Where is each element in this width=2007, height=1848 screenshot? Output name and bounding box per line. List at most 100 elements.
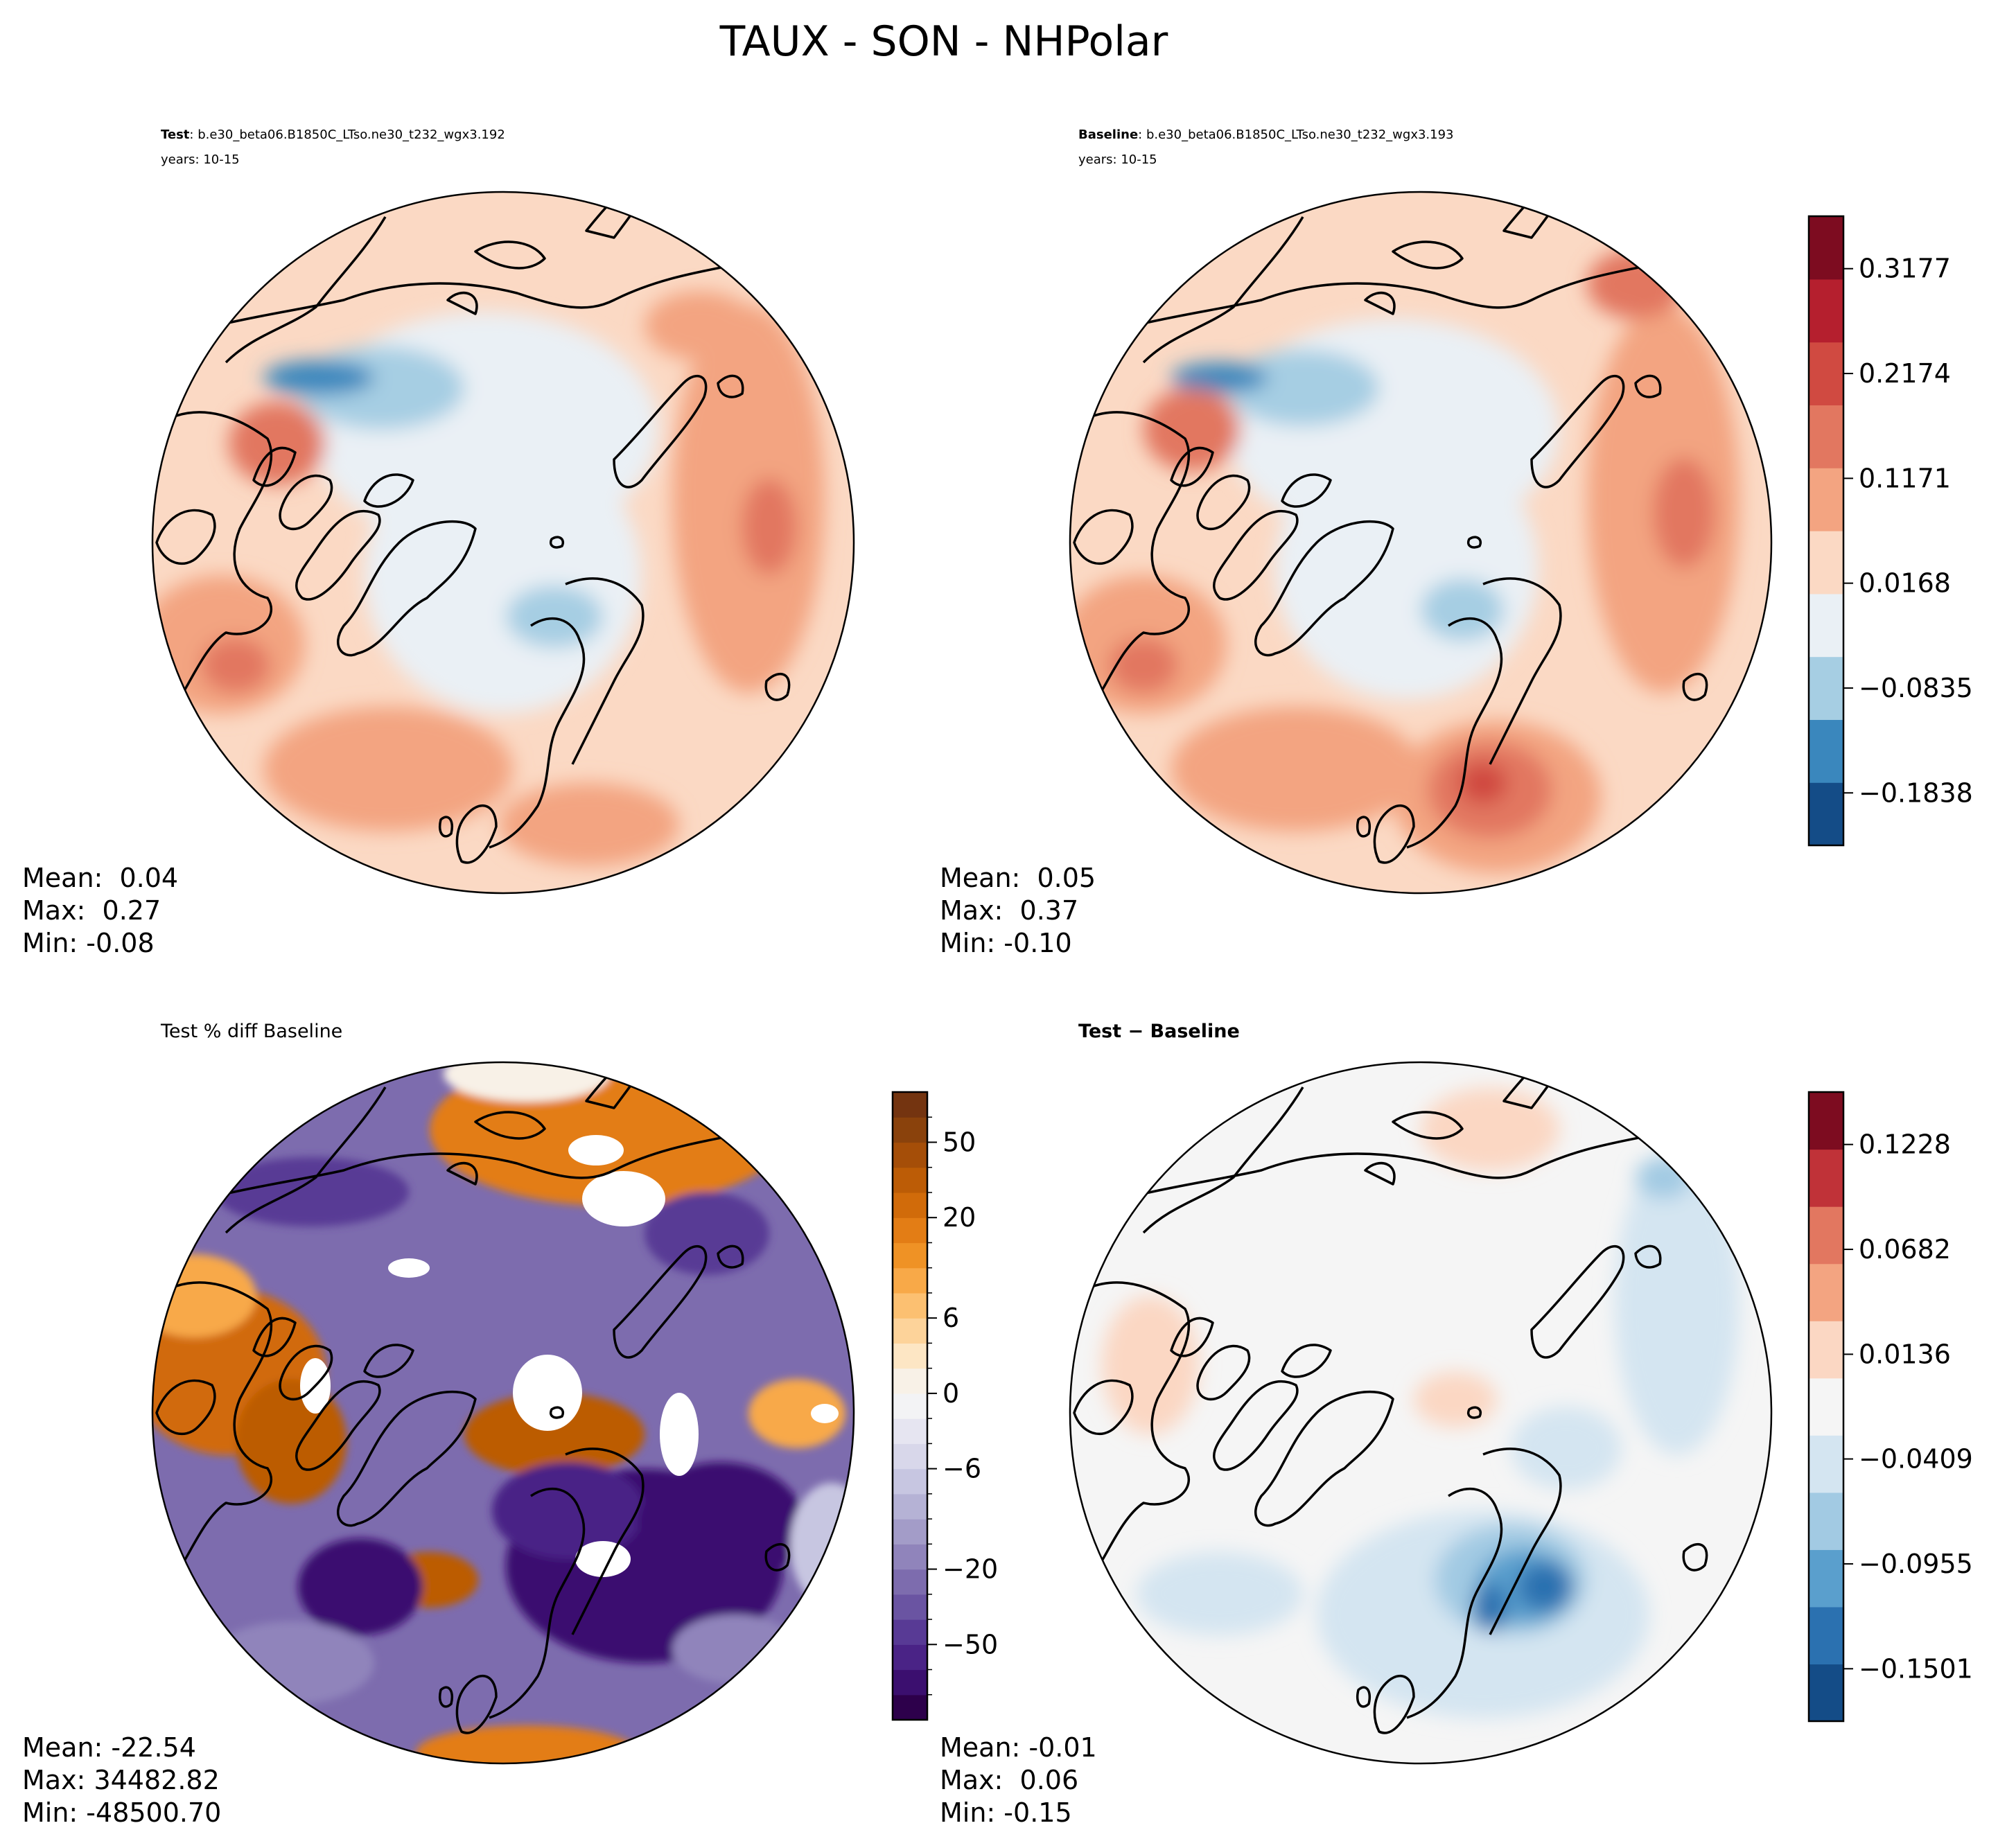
colorbar-diff: −0.1501 −0.0955 −0.0409 0.0136 0.0682 0.1228 bbox=[1807, 1091, 1973, 1723]
colorbar-tick-label: −0.0409 bbox=[1859, 1444, 1973, 1475]
colorbar-segment bbox=[1809, 1206, 1843, 1265]
test-subtitle-rest: : b.e30_beta06.B1850C_LTso.ne30_t232_wgx… bbox=[189, 127, 505, 142]
colorbar-segment bbox=[893, 1192, 927, 1218]
test-map bbox=[152, 192, 854, 893]
colorbar-segment bbox=[893, 1468, 927, 1495]
test-subtitle: Test: b.e30_beta06.B1850C_LTso.ne30_t232… bbox=[161, 127, 505, 142]
baseline-mean: Mean: 0.05 bbox=[940, 863, 1096, 893]
colorbar-segment bbox=[893, 1544, 927, 1570]
colorbar-segment bbox=[1809, 1664, 1843, 1722]
colorbar-segment bbox=[1809, 468, 1843, 531]
colorbar-segment bbox=[1809, 1149, 1843, 1207]
colorbar-segment bbox=[893, 1092, 927, 1118]
colorbar-segment bbox=[893, 1418, 927, 1444]
colorbar-segment bbox=[1809, 719, 1843, 783]
colorbar-segment bbox=[893, 1694, 927, 1721]
colorbar-tick-label: −6 bbox=[943, 1454, 981, 1484]
baseline-max: Max: 0.37 bbox=[940, 895, 1078, 926]
colorbar-segment bbox=[893, 1393, 927, 1419]
colorbar-segment bbox=[1809, 216, 1843, 280]
diff-min: Min: -0.15 bbox=[940, 1797, 1072, 1828]
colorbar-segment bbox=[893, 1569, 927, 1595]
colorbar-segment bbox=[1809, 1321, 1843, 1379]
baseline-min: Min: -0.10 bbox=[940, 928, 1072, 958]
colorbar-segment bbox=[1809, 1549, 1843, 1608]
panel-pct-diff: Test % diff Baseline bbox=[22, 1021, 855, 1828]
colorbar-segment bbox=[893, 1117, 927, 1143]
colorbar-tick-label: −50 bbox=[943, 1629, 998, 1660]
colorbar-segment bbox=[893, 1242, 927, 1269]
diff-map bbox=[1070, 1062, 1771, 1763]
diff-title: Test − Baseline bbox=[1078, 1021, 1240, 1042]
panel-baseline: Baseline: b.e30_beta06.B1850C_LTso.ne30_… bbox=[940, 127, 1773, 958]
pct-diff-map bbox=[152, 1062, 854, 1763]
baseline-subtitle-rest: : b.e30_beta06.B1850C_LTso.ne30_t232_wgx… bbox=[1138, 127, 1453, 142]
colorbar-tick-label: 50 bbox=[943, 1127, 976, 1157]
colorbar-segment bbox=[1809, 782, 1843, 846]
colorbar-segment bbox=[1809, 405, 1843, 468]
colorbar-frame bbox=[891, 1091, 929, 1721]
colorbar-tick-label: 6 bbox=[943, 1303, 959, 1333]
colorbar-segment bbox=[1809, 279, 1843, 343]
colorbar-segment bbox=[1809, 531, 1843, 595]
colorbar-tick-label: 0.0168 bbox=[1859, 568, 1951, 599]
colorbar-segment bbox=[893, 1644, 927, 1671]
colorbar-tick-label: 0.1228 bbox=[1859, 1129, 1951, 1160]
colorbar-frame bbox=[1807, 1091, 1845, 1723]
colorbar-frame bbox=[1807, 215, 1845, 847]
colorbar-segment bbox=[1809, 593, 1843, 658]
test-max: Max: 0.27 bbox=[22, 895, 161, 926]
colorbar-tick-label: 0 bbox=[943, 1378, 959, 1409]
colorbar-pct: −50 −20 −6 0 6 20 50 bbox=[891, 1091, 998, 1721]
colorbar-segment bbox=[1809, 656, 1843, 720]
colorbar-segment bbox=[893, 1443, 927, 1470]
baseline-subtitle-bold: Baseline bbox=[1078, 127, 1138, 142]
figure-title: TAUX - SON - NHPolar bbox=[719, 17, 1168, 66]
colorbar-segment bbox=[1809, 1435, 1843, 1493]
colorbar-tick-label: 0.0136 bbox=[1859, 1339, 1951, 1369]
test-min: Min: -0.08 bbox=[22, 928, 155, 958]
baseline-map bbox=[1070, 192, 1771, 893]
pct-diff-min: Min: -48500.70 bbox=[22, 1797, 221, 1828]
pct-diff-max: Max: 34482.82 bbox=[22, 1765, 220, 1795]
test-mean: Mean: 0.04 bbox=[22, 863, 178, 893]
colorbar-tick-label: 0.3177 bbox=[1859, 254, 1951, 284]
colorbar-segment bbox=[893, 1669, 927, 1696]
colorbar-segment bbox=[893, 1368, 927, 1394]
colorbar-segment bbox=[1809, 1263, 1843, 1321]
colorbar-segment bbox=[893, 1267, 927, 1294]
colorbar-segment bbox=[893, 1519, 927, 1545]
panel-test: Test: b.e30_beta06.B1850C_LTso.ne30_t232… bbox=[22, 127, 855, 958]
colorbar-tick-label: −0.1501 bbox=[1859, 1653, 1973, 1684]
colorbar-tick-label: −0.0835 bbox=[1859, 673, 1973, 703]
diff-mean: Mean: -0.01 bbox=[940, 1732, 1097, 1763]
colorbar-segment bbox=[893, 1217, 927, 1244]
colorbar-segment bbox=[893, 1343, 927, 1369]
test-subtitle-bold: Test bbox=[161, 127, 190, 142]
colorbar-tick-label: 0.2174 bbox=[1859, 358, 1951, 389]
colorbar-tick-label: 20 bbox=[943, 1202, 976, 1233]
baseline-years: years: 10-15 bbox=[1078, 152, 1157, 167]
colorbar-segment bbox=[893, 1142, 927, 1168]
colorbar-segment bbox=[1809, 342, 1843, 405]
colorbar-segment bbox=[893, 1594, 927, 1620]
colorbar-tick-label: 0.1171 bbox=[1859, 463, 1951, 493]
test-years: years: 10-15 bbox=[161, 152, 240, 167]
colorbar-tick-label: −0.1838 bbox=[1859, 777, 1973, 808]
colorbar-tick-label: −20 bbox=[943, 1554, 998, 1585]
diff-max: Max: 0.06 bbox=[940, 1765, 1078, 1795]
colorbar-tick-label: 0.0682 bbox=[1859, 1234, 1951, 1265]
colorbar-tick-label: −0.0955 bbox=[1859, 1549, 1973, 1579]
baseline-subtitle: Baseline: b.e30_beta06.B1850C_LTso.ne30_… bbox=[1078, 127, 1454, 142]
colorbar-segment bbox=[893, 1292, 927, 1319]
colorbar-segment bbox=[1809, 1606, 1843, 1665]
colorbar-segment bbox=[1809, 1092, 1843, 1150]
colorbar-segment bbox=[893, 1619, 927, 1645]
colorbar-segment bbox=[893, 1318, 927, 1344]
colorbar-segment bbox=[893, 1493, 927, 1520]
pct-diff-mean: Mean: -22.54 bbox=[22, 1732, 196, 1763]
colorbar-segment bbox=[1809, 1492, 1843, 1550]
pct-diff-title: Test % diff Baseline bbox=[160, 1021, 342, 1042]
colorbar-segment bbox=[893, 1167, 927, 1193]
